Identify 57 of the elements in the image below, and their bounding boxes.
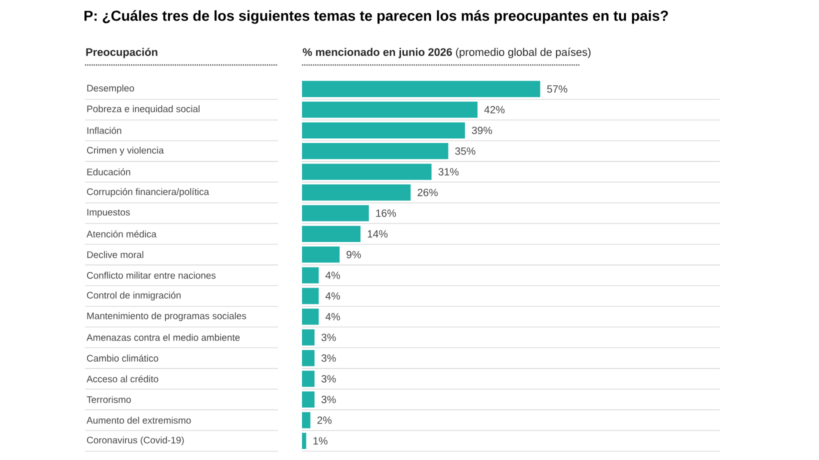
data-label: 1% xyxy=(314,437,328,445)
data-label: 3% xyxy=(321,375,336,382)
y-tick-label: Amenazas contra el medio ambiente xyxy=(86,334,240,341)
data-label: 31% xyxy=(438,168,459,176)
bar xyxy=(302,370,315,387)
data-label: 26% xyxy=(418,188,438,196)
bar xyxy=(302,184,411,201)
bar xyxy=(302,350,315,366)
y-tick-label: Cambio climático xyxy=(87,354,158,362)
y-tick-label: Corrupción financiera/política xyxy=(87,188,210,197)
data-label: 57% xyxy=(547,85,568,93)
y-tick-label: Control de inmigración xyxy=(87,292,181,300)
bar xyxy=(302,122,465,138)
data-label: 3% xyxy=(321,396,336,404)
data-label: 4% xyxy=(325,272,340,279)
data-label: 16% xyxy=(376,209,396,217)
bar xyxy=(302,391,315,408)
y-tick-label: Terrorismo xyxy=(86,396,131,403)
bar xyxy=(302,164,432,180)
bar xyxy=(302,102,478,118)
y-tick-label: Acceso al crédito xyxy=(86,375,158,382)
y-tick-label: Inflación xyxy=(87,126,122,134)
bar xyxy=(302,205,369,222)
y-tick-label: Aumento del extremismo xyxy=(86,416,191,424)
bar xyxy=(302,246,340,263)
bar xyxy=(302,226,361,242)
bar xyxy=(302,288,319,304)
bar xyxy=(302,143,448,160)
data-label: 4% xyxy=(325,292,340,300)
y-tick-label: Crimen y violencia xyxy=(87,146,164,156)
bar xyxy=(302,308,319,325)
y-tick-label: Declive moral xyxy=(87,251,144,258)
data-label: 2% xyxy=(317,416,332,424)
bar xyxy=(302,80,540,98)
y-axis-title: Preocupación xyxy=(86,48,158,58)
data-label: 9% xyxy=(346,250,361,258)
data-label: 3% xyxy=(321,354,336,362)
y-tick-label: Atención médica xyxy=(86,230,156,238)
bar xyxy=(302,412,310,428)
chart-title: P: ¿Cuáles tres de los siguientes temas te parecen los más preocupantes en tu pais? xyxy=(84,10,668,24)
x-axis-title: % mencionado en junio 2026 (promedio global de países) xyxy=(302,48,591,58)
y-tick-label: Conflicto militar entre naciones xyxy=(87,272,216,279)
y-tick-label: Mantenimiento de programas sociales xyxy=(87,312,246,322)
data-label: 39% xyxy=(472,126,492,134)
y-tick-label: Coronavirus (Covid-19) xyxy=(87,436,184,446)
bar xyxy=(302,267,319,284)
data-label: 35% xyxy=(455,147,476,155)
y-tick-label: Educación xyxy=(87,168,130,176)
data-label: 4% xyxy=(325,313,340,320)
bar xyxy=(302,329,315,346)
bar xyxy=(302,432,306,449)
y-tick-label: Pobreza e inequidad social xyxy=(87,105,200,114)
data-label: 3% xyxy=(321,334,336,342)
data-label: 42% xyxy=(484,106,505,114)
y-tick-label: Desempleo xyxy=(87,84,134,94)
y-tick-label: Impuestos xyxy=(87,208,130,218)
data-label: 14% xyxy=(368,230,388,238)
